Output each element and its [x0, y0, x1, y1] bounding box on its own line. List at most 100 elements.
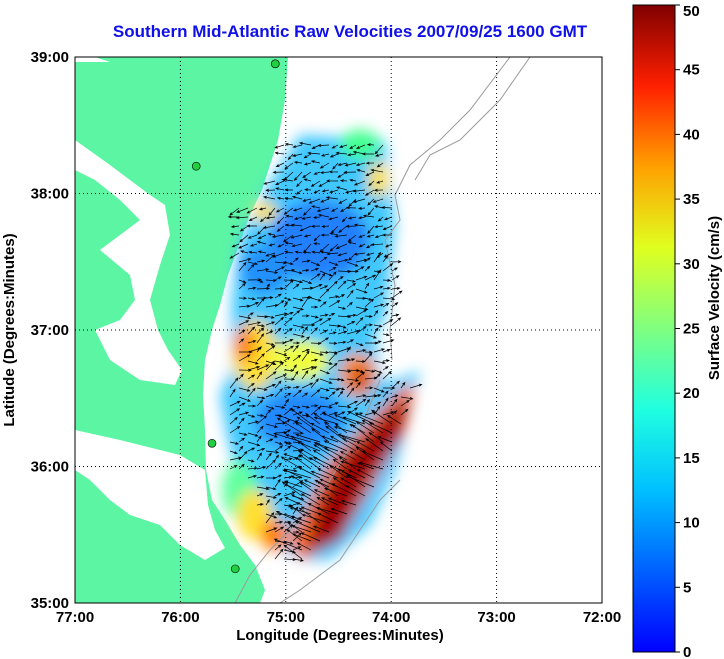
colorbar-label: Surface Velocity (cm/s) [706, 216, 723, 380]
velocity-arrow [265, 254, 276, 263]
velocity-arrow [283, 392, 292, 398]
velocity-arrow [238, 354, 251, 362]
velocity-arrow [274, 351, 288, 357]
velocity-arrow [283, 445, 292, 452]
velocity-arrow [340, 499, 357, 506]
velocity-arrow [337, 405, 352, 409]
velocity-arrow [319, 256, 328, 263]
velocity-arrow [328, 362, 338, 371]
velocity-arrow [274, 405, 286, 409]
velocity-arrow [385, 243, 393, 248]
velocity-arrow [391, 398, 398, 407]
velocity-arrow [356, 441, 375, 452]
velocity-arrow [265, 283, 271, 290]
velocity-arrow [313, 489, 330, 497]
velocity-arrow [256, 324, 266, 328]
velocity-arrow [358, 234, 366, 238]
velocity-arrow [256, 371, 263, 380]
colorbar-tick-label: 35 [683, 191, 700, 208]
velocity-arrow [235, 216, 249, 220]
velocity-arrow [247, 414, 256, 418]
pamlico-sound [75, 430, 225, 560]
velocity-arrow [349, 144, 357, 149]
velocity-arrow [310, 351, 324, 356]
velocity-arrow [334, 234, 348, 238]
velocity-arrow [265, 405, 275, 410]
velocity-arrow [229, 408, 241, 416]
velocity-arrow [400, 408, 409, 416]
velocity-arrow [356, 169, 366, 173]
velocity-arrow [313, 171, 321, 175]
velocity-arrow [338, 198, 348, 204]
velocity-arrow [229, 416, 238, 425]
velocity-arrow [238, 320, 250, 326]
velocity-arrow [292, 506, 299, 515]
velocity-arrow [238, 396, 252, 402]
velocity-arrow [373, 309, 379, 317]
velocity-arrow [256, 364, 270, 371]
velocity-arrow [391, 380, 400, 389]
velocity-arrow [313, 412, 330, 425]
colorbar-tick-label: 25 [683, 321, 700, 338]
velocity-arrow [247, 366, 261, 371]
velocity-arrow [352, 189, 366, 193]
velocity-arrow [319, 329, 328, 335]
velocity-arrow [247, 382, 255, 389]
velocity-arrow [256, 387, 268, 391]
velocity-arrow [355, 317, 364, 326]
velocity-arrow [274, 293, 282, 299]
velocity-arrow [303, 178, 312, 182]
velocity-arrow [290, 223, 303, 227]
velocity-arrow [310, 406, 322, 416]
velocity-arrow [265, 527, 278, 533]
velocity-arrow [355, 371, 366, 380]
velocity-arrow [293, 160, 303, 164]
x-tick-label: 75:00 [267, 609, 305, 626]
chesapeake-bay [75, 140, 182, 385]
colorbar-tick-label: 50 [683, 3, 700, 20]
velocity-arrow [326, 252, 339, 256]
velocity-arrow [283, 356, 291, 362]
velocity-arrow [283, 475, 293, 479]
velocity-arrow [262, 225, 276, 230]
velocity-arrow [373, 188, 384, 192]
velocity-arrow [337, 252, 348, 257]
velocity-arrow [325, 196, 339, 200]
velocity-arrow [310, 297, 322, 302]
velocity-arrow [292, 306, 304, 311]
velocity-arrow [355, 381, 361, 389]
velocity-arrow [294, 456, 312, 470]
velocity-arrow [276, 196, 285, 200]
velocity-arrow [298, 507, 321, 524]
velocity-arrow [310, 341, 322, 345]
velocity-arrow [247, 302, 260, 308]
velocity-arrow [355, 342, 364, 347]
velocity-arrow [247, 312, 254, 317]
velocity-arrow [372, 198, 384, 203]
velocity-arrow [303, 162, 312, 166]
velocity-arrow [265, 512, 275, 524]
velocity-arrow [275, 207, 285, 213]
velocity-arrow [319, 369, 331, 375]
velocity-arrow [274, 445, 284, 452]
velocity-arrow [313, 234, 321, 242]
velocity-arrow [328, 280, 338, 290]
velocity-arrow [382, 233, 392, 237]
velocity-arrow [329, 243, 339, 252]
velocity-arrow [310, 470, 330, 479]
velocity-arrow [310, 284, 323, 290]
velocity-arrow [316, 496, 330, 506]
velocity-arrow [346, 378, 360, 382]
velocity-arrow [310, 389, 321, 398]
velocity-arrow [328, 387, 340, 391]
velocity-arrow [283, 317, 293, 326]
velocity-arrow [376, 180, 384, 184]
velocity-arrow [256, 493, 264, 497]
velocity-arrow [274, 144, 285, 149]
velocity-arrow [256, 286, 271, 291]
colorbar-tick-label: 15 [683, 450, 700, 467]
velocity-arrow [361, 419, 384, 434]
velocity-arrow [318, 180, 330, 187]
velocity-arrow [319, 272, 326, 281]
velocity-arrow [364, 398, 370, 407]
